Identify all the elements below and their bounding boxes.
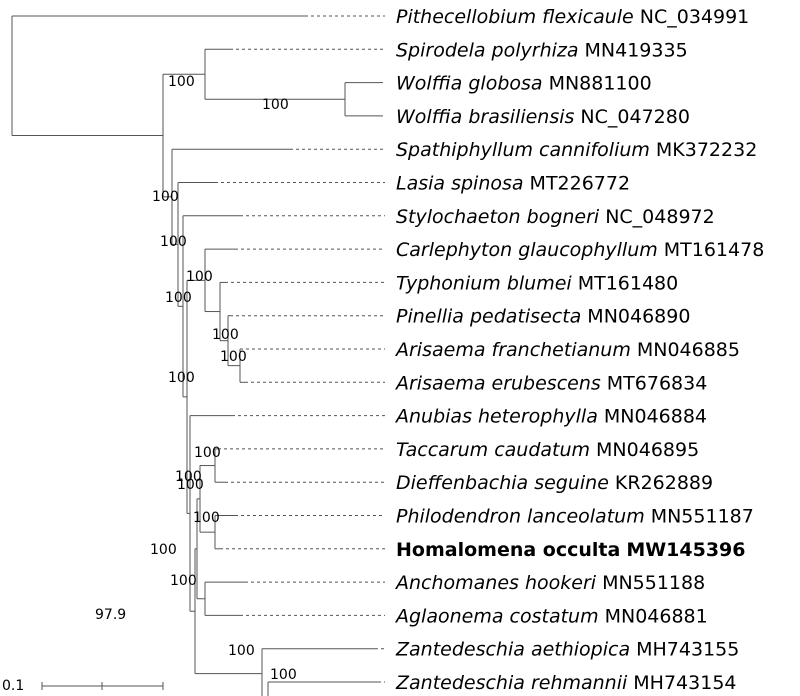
accession: NC_048972 xyxy=(605,206,715,228)
accession: MT161478 xyxy=(664,239,765,261)
accession: MT226772 xyxy=(530,173,631,195)
taxon-label: Spathiphyllum cannifolium MK372232 xyxy=(396,139,757,161)
bootstrap-value: 100 xyxy=(175,469,202,485)
species-name: Stylochaeton bogneri xyxy=(396,206,600,228)
taxon-label: Anubias heterophylla MN046884 xyxy=(394,406,707,428)
taxon-label: Lasia spinosa MT226772 xyxy=(396,173,630,195)
species-name: Taccarum caudatum xyxy=(396,439,590,461)
accession: NC_047280 xyxy=(580,106,690,128)
bootstrap-value: 100 xyxy=(193,510,220,526)
species-name: Philodendron lanceolatum xyxy=(396,506,645,528)
bootstrap-value: 100 xyxy=(165,290,192,306)
bootstrap-value: 100 xyxy=(228,643,255,659)
taxon-label: Arisaema erubescens MT676834 xyxy=(394,372,707,394)
accession: MN551187 xyxy=(651,506,754,528)
accession: KR262889 xyxy=(615,472,713,494)
taxon-label: Arisaema franchetianum MN046885 xyxy=(394,339,740,361)
bootstrap-value: 100 xyxy=(170,573,197,589)
taxon-label: Anchomanes hookeri MN551188 xyxy=(394,572,705,594)
species-name: Homalomena occulta xyxy=(396,539,620,561)
bootstrap-value: 100 xyxy=(186,269,213,285)
accession: MN046895 xyxy=(596,439,699,461)
taxon-label: Philodendron lanceolatum MN551187 xyxy=(396,506,754,528)
bootstrap-value: 100 xyxy=(177,477,204,493)
bootstrap-value: 100 xyxy=(152,189,179,205)
bootstrap-value: 100 xyxy=(220,349,247,365)
bootstrap-value: 100 xyxy=(212,327,239,343)
taxon-label: Wolffia globosa MN881100 xyxy=(396,73,652,95)
bootstrap-value: 100 xyxy=(150,542,177,558)
species-name: Zantedeschia aethiopica xyxy=(395,639,630,661)
species-name: Anchomanes hookeri xyxy=(394,572,597,594)
bootstrap-value: 100 xyxy=(270,667,297,683)
bootstrap-value: 100 xyxy=(168,74,195,90)
accession: MN046884 xyxy=(604,406,707,428)
accession: MH743154 xyxy=(633,672,736,694)
bootstrap-value: 100 xyxy=(168,370,195,386)
taxon-label: Typhonium blumei MT161480 xyxy=(396,272,678,294)
species-name: Pithecellobium flexicaule xyxy=(396,6,634,28)
taxon-label: Pinellia pedatisecta MN046890 xyxy=(396,306,690,328)
accession: MN551188 xyxy=(602,572,705,594)
taxon-label: Dieffenbachia seguine KR262889 xyxy=(396,472,713,494)
accession: MK372232 xyxy=(656,139,757,161)
taxon-label: Carlephyton glaucophyllum MT161478 xyxy=(396,239,764,261)
species-name: Wolffia brasiliensis xyxy=(396,106,575,128)
species-name: Carlephyton glaucophyllum xyxy=(396,239,658,261)
accession: MT161480 xyxy=(578,272,679,294)
taxon-label: Taccarum caudatum MN046895 xyxy=(396,439,699,461)
accession: MW145396 xyxy=(626,539,745,561)
species-name: Spirodela polyrhiza xyxy=(396,39,579,61)
species-name: Arisaema franchetianum xyxy=(394,339,631,361)
accession: MN881100 xyxy=(549,73,652,95)
species-name: Lasia spinosa xyxy=(396,173,524,195)
species-name: Typhonium blumei xyxy=(396,272,572,294)
bootstrap-value: 97.9 xyxy=(95,607,126,623)
species-name: Aglaonema costatum xyxy=(394,605,599,627)
taxon-label: Stylochaeton bogneri NC_048972 xyxy=(396,206,715,228)
taxon-label: Pithecellobium flexicaule NC_034991 xyxy=(396,6,749,28)
accession: MN046890 xyxy=(587,306,690,328)
bootstrap-value: 100 xyxy=(160,234,187,250)
accession: NC_034991 xyxy=(640,6,750,28)
taxon-label: Homalomena occulta MW145396 xyxy=(396,539,746,561)
species-name: Pinellia pedatisecta xyxy=(396,306,581,328)
taxon-label: Spirodela polyrhiza MN419335 xyxy=(396,39,688,61)
bootstrap-value: 100 xyxy=(262,97,289,113)
accession: MN046881 xyxy=(605,605,708,627)
bootstrap-value: 100 xyxy=(194,445,221,461)
species-name: Zantedeschia rehmannii xyxy=(395,672,628,694)
taxon-label: Wolffia brasiliensis NC_047280 xyxy=(396,106,690,128)
accession: MN046885 xyxy=(637,339,740,361)
species-name: Spathiphyllum cannifolium xyxy=(396,139,650,161)
species-name: Dieffenbachia seguine xyxy=(396,472,609,494)
species-name: Anubias heterophylla xyxy=(394,406,598,428)
accession: MT676834 xyxy=(607,372,708,394)
scale-label: 0.1 xyxy=(2,678,24,694)
taxon-label: Zantedeschia aethiopica MH743155 xyxy=(395,639,739,661)
taxon-label: Zantedeschia rehmannii MH743154 xyxy=(395,672,737,694)
accession: MH743155 xyxy=(636,639,739,661)
accession: MN419335 xyxy=(585,39,688,61)
species-name: Wolffia globosa xyxy=(396,73,543,95)
species-name: Arisaema erubescens xyxy=(394,372,601,394)
taxon-label: Aglaonema costatum MN046881 xyxy=(394,605,708,627)
